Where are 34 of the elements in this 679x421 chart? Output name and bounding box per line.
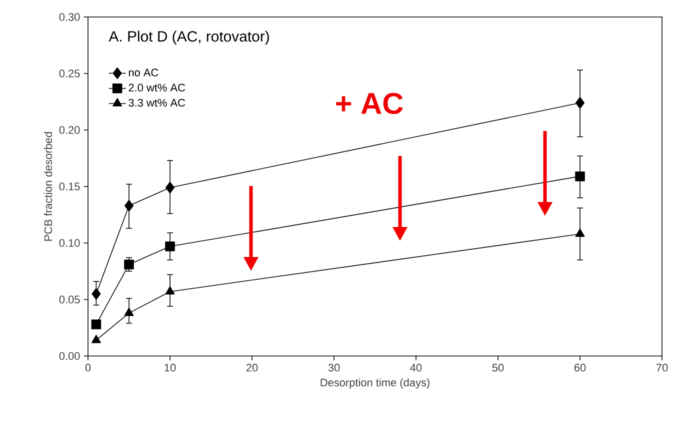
- point: [124, 200, 134, 212]
- point: [575, 171, 585, 182]
- x-tick-label: 20: [246, 364, 258, 372]
- point: [165, 242, 175, 252]
- point: [124, 260, 134, 270]
- point: [92, 288, 101, 300]
- x-tick-label: 30: [328, 364, 340, 372]
- point: [91, 319, 102, 330]
- point: [165, 182, 175, 194]
- y-tick-label: 0.10: [59, 239, 80, 247]
- x-tick-label: 60: [574, 364, 586, 372]
- x-tick-label: 40: [410, 364, 422, 372]
- x-tick-label: 50: [492, 364, 504, 372]
- legend-label: 2.0 wt% AC: [128, 84, 186, 92]
- text: A. Plot D (AC, rotovator): [108, 30, 269, 45]
- x-tick-label: 0: [85, 364, 91, 372]
- y-tick-label: 0.05: [59, 296, 80, 304]
- y-tick-label: 0.00: [59, 352, 80, 360]
- y-tick-label: 0.25: [59, 70, 80, 78]
- x-tick-label: 10: [164, 364, 176, 372]
- point: [91, 334, 101, 344]
- point: [575, 228, 585, 237]
- annotation: + AC: [336, 92, 403, 114]
- legend-label: 3.3 wt% AC: [128, 98, 186, 107]
- x-axis-title: Desorption time (days): [320, 378, 430, 389]
- legend-label: no AC: [128, 68, 158, 76]
- x-tick-label: 70: [656, 364, 668, 372]
- y-tick-label: 0.30: [59, 13, 80, 21]
- y-tick-label: 0.20: [59, 126, 80, 134]
- y-tick-label: 0.15: [59, 182, 80, 190]
- point: [165, 286, 175, 294]
- y-axis-title: PCB fraction desorbed: [44, 132, 52, 241]
- point: [575, 97, 585, 109]
- point: [124, 308, 134, 316]
